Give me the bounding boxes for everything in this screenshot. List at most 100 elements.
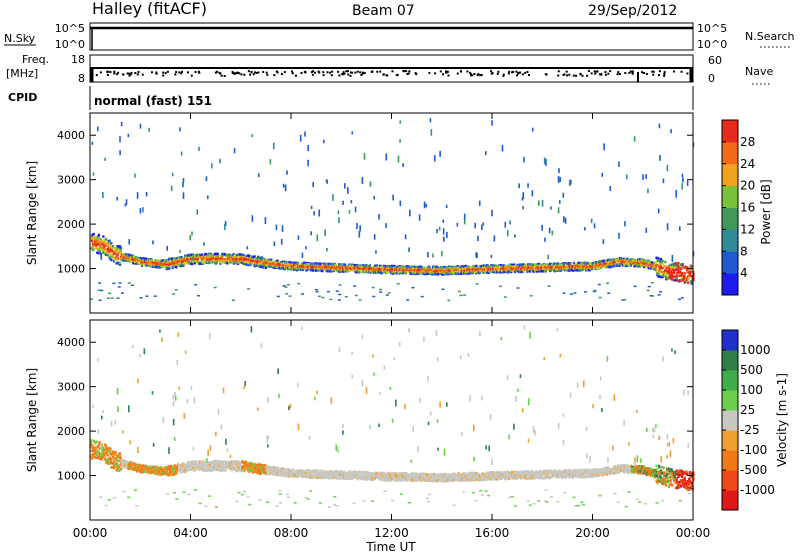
power-point xyxy=(562,216,565,223)
power-point xyxy=(670,129,672,134)
power-point xyxy=(581,266,584,269)
power-point xyxy=(675,264,678,267)
power-point xyxy=(558,200,561,204)
nave-dot xyxy=(604,73,607,76)
power-point xyxy=(187,259,190,262)
nave-dot xyxy=(349,71,352,74)
nave-dot xyxy=(579,72,582,75)
velocity-point xyxy=(90,440,93,444)
power-point xyxy=(568,179,571,186)
power-point xyxy=(527,263,530,266)
velocity-point xyxy=(141,464,145,468)
power-point xyxy=(93,235,96,239)
power-point xyxy=(317,269,320,272)
power-point xyxy=(221,253,225,256)
power-point xyxy=(420,268,423,271)
power-point xyxy=(592,290,596,293)
velocity-point xyxy=(98,441,101,444)
power-point xyxy=(475,252,477,258)
velocity-point xyxy=(112,466,116,470)
power-point xyxy=(460,272,463,275)
power-point xyxy=(148,127,150,132)
nave-dot xyxy=(238,72,241,75)
power-point xyxy=(646,289,650,292)
power-point xyxy=(232,253,235,256)
power-point xyxy=(126,259,130,262)
velocity-point xyxy=(223,462,226,466)
nave-dot xyxy=(174,73,177,76)
nave-dot xyxy=(376,70,379,73)
power-point xyxy=(655,268,658,271)
power-point xyxy=(205,259,208,263)
nave-dot xyxy=(652,70,655,73)
power-point xyxy=(199,253,202,257)
velocity-point xyxy=(97,443,101,446)
nave-dot xyxy=(330,74,333,77)
power-point xyxy=(117,286,121,288)
nave-dot xyxy=(255,71,258,74)
nave-dot xyxy=(342,73,345,76)
nave-dot xyxy=(197,70,200,73)
velocity-point xyxy=(184,470,188,473)
nave-dot xyxy=(587,70,590,73)
power-point xyxy=(477,235,479,242)
nave-dot xyxy=(257,71,260,74)
power-point xyxy=(392,272,395,275)
power-point xyxy=(675,274,678,278)
power-point xyxy=(606,260,609,264)
power-point xyxy=(273,241,276,246)
velocity-point xyxy=(104,444,108,448)
power-point xyxy=(348,209,351,214)
power-point xyxy=(479,265,482,268)
velocity-point xyxy=(221,464,225,468)
power-point xyxy=(590,218,593,224)
velocity-point xyxy=(119,452,122,455)
nave-dot xyxy=(480,73,483,76)
power-point xyxy=(127,282,131,284)
power-point xyxy=(672,262,675,266)
nave-dot xyxy=(490,70,493,73)
power-point xyxy=(584,262,587,265)
nave-dot xyxy=(526,71,529,74)
power-point xyxy=(478,200,481,206)
power-point xyxy=(572,261,575,265)
velocity-point xyxy=(96,449,99,452)
power-scatter xyxy=(90,118,695,302)
power-point xyxy=(671,274,674,277)
power-point xyxy=(668,274,671,278)
power-point xyxy=(404,234,407,240)
power-point xyxy=(106,251,109,254)
nave-dot xyxy=(128,74,131,77)
power-point xyxy=(603,265,606,268)
nave-dot xyxy=(663,71,666,74)
power-point xyxy=(584,227,586,231)
power-point xyxy=(142,263,145,266)
power-point xyxy=(569,263,572,266)
power-point xyxy=(465,272,468,275)
power-point xyxy=(132,262,135,265)
nave-dot xyxy=(294,74,297,77)
power-point xyxy=(172,257,175,260)
power-point xyxy=(585,268,589,271)
power-point xyxy=(423,267,426,270)
power-point xyxy=(116,297,120,299)
nave-dot xyxy=(590,72,593,75)
velocity-point xyxy=(90,449,94,453)
power-point xyxy=(117,257,120,260)
power-point xyxy=(313,211,316,216)
colorbar-label: 28 xyxy=(740,135,755,149)
power-point xyxy=(92,248,95,251)
power-point xyxy=(342,267,345,271)
power-point xyxy=(385,223,387,228)
velocity-point xyxy=(259,472,262,476)
power-point xyxy=(689,270,692,274)
power-point xyxy=(673,271,676,275)
power-point xyxy=(439,269,443,272)
power-point xyxy=(447,272,451,276)
power-point xyxy=(495,268,498,272)
power-point xyxy=(308,263,311,266)
power-point xyxy=(374,268,377,272)
power-point xyxy=(629,261,632,265)
colorbar-swatch xyxy=(722,163,738,187)
power-point xyxy=(602,239,605,245)
